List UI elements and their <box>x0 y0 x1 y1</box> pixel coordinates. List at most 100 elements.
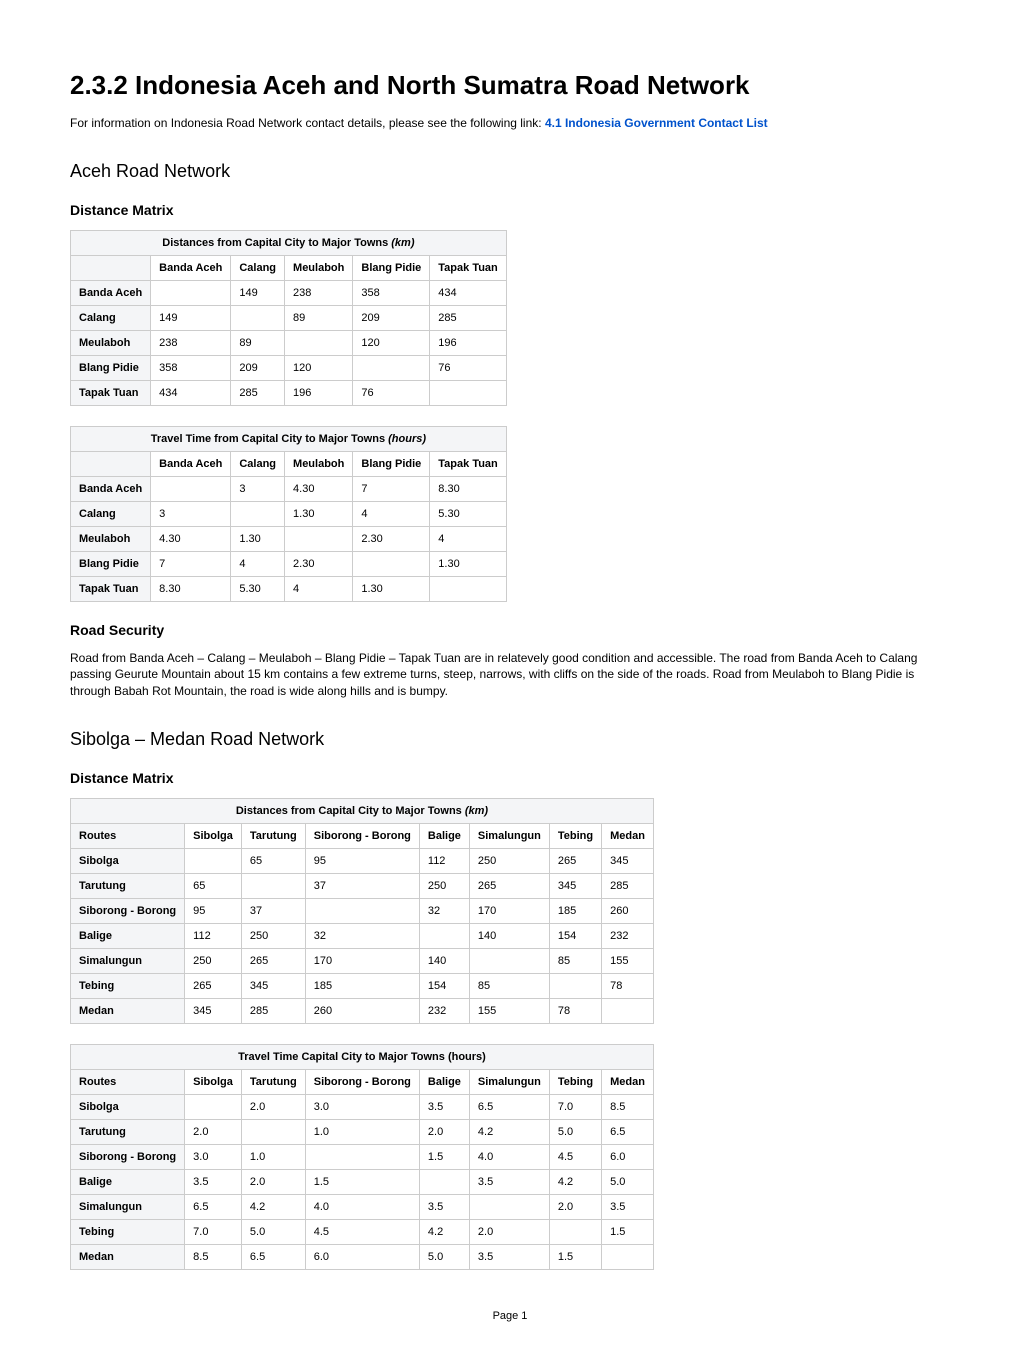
table-row: Tapak Tuan43428519676 <box>71 381 507 406</box>
row-header: Blang Pidie <box>71 356 151 381</box>
cell: 358 <box>151 356 231 381</box>
cell: 89 <box>231 331 285 356</box>
table-row: Siborong - Borong953732170185260 <box>71 898 654 923</box>
contact-list-link[interactable]: 4.1 Indonesia Government Contact List <box>545 116 768 130</box>
row-header: Sibolga <box>71 848 185 873</box>
road-security-heading: Road Security <box>70 622 950 638</box>
cell: 3.5 <box>469 1169 549 1194</box>
aceh-heading: Aceh Road Network <box>70 161 950 182</box>
table-row: Tarutung2.01.02.04.25.06.5 <box>71 1119 654 1144</box>
cell: 238 <box>151 331 231 356</box>
table-caption: Travel Time Capital City to Major Towns … <box>71 1044 654 1069</box>
cell: 3 <box>231 477 285 502</box>
sibolga-distance-matrix-heading: Distance Matrix <box>70 770 950 786</box>
cell <box>305 1144 419 1169</box>
table-row: Tebing2653451851548578 <box>71 973 654 998</box>
cell: 7 <box>151 552 231 577</box>
row-header: Balige <box>71 1169 185 1194</box>
cell: 250 <box>185 948 242 973</box>
cell: 5.30 <box>430 502 507 527</box>
cell <box>151 281 231 306</box>
cell: 4.0 <box>469 1144 549 1169</box>
table-row: Simalungun25026517014085155 <box>71 948 654 973</box>
cell: 155 <box>469 998 549 1023</box>
cell: 2.0 <box>419 1119 469 1144</box>
row-header: Tapak Tuan <box>71 381 151 406</box>
cell: 196 <box>430 331 507 356</box>
row-header: Meulaboh <box>71 331 151 356</box>
cell: 250 <box>241 923 305 948</box>
col-header: Tapak Tuan <box>430 256 507 281</box>
cell: 32 <box>305 923 419 948</box>
cell: 232 <box>602 923 654 948</box>
col-header: Calang <box>231 256 285 281</box>
col-header: Sibolga <box>185 1069 242 1094</box>
page-title: 2.3.2 Indonesia Aceh and North Sumatra R… <box>70 70 950 101</box>
cell: 4.30 <box>151 527 231 552</box>
cell: 1.5 <box>305 1169 419 1194</box>
table-row: Balige11225032140154232 <box>71 923 654 948</box>
table-row: Meulaboh4.301.302.304 <box>71 527 507 552</box>
cell: 120 <box>285 356 353 381</box>
cell: 345 <box>185 998 242 1023</box>
cell <box>419 1169 469 1194</box>
table-row: Tebing7.05.04.54.22.01.5 <box>71 1219 654 1244</box>
row-header: Tebing <box>71 1219 185 1244</box>
cell: 6.5 <box>185 1194 242 1219</box>
corner-cell <box>71 256 151 281</box>
cell: 260 <box>305 998 419 1023</box>
col-header: Medan <box>602 1069 654 1094</box>
row-header: Tapak Tuan <box>71 577 151 602</box>
sibolga-traveltime-table: Travel Time Capital City to Major Towns … <box>70 1044 654 1270</box>
cell: 4.5 <box>305 1219 419 1244</box>
cell <box>419 923 469 948</box>
cell: 154 <box>549 923 601 948</box>
cell: 285 <box>241 998 305 1023</box>
cell: 1.5 <box>419 1144 469 1169</box>
row-header: Banda Aceh <box>71 281 151 306</box>
cell: 4 <box>353 502 430 527</box>
sibolga-distance-table: Distances from Capital City to Major Tow… <box>70 798 654 1024</box>
row-header: Sibolga <box>71 1094 185 1119</box>
aceh-distance-table: Distances from Capital City to Major Tow… <box>70 230 507 406</box>
intro-paragraph: For information on Indonesia Road Networ… <box>70 115 950 131</box>
row-header: Tarutung <box>71 873 185 898</box>
cell: 345 <box>549 873 601 898</box>
row-header: Siborong - Borong <box>71 1144 185 1169</box>
row-header: Simalungun <box>71 948 185 973</box>
cell: 8.30 <box>151 577 231 602</box>
cell: 1.5 <box>602 1219 654 1244</box>
col-header: Calang <box>231 452 285 477</box>
cell: 149 <box>151 306 231 331</box>
cell: 7.0 <box>185 1219 242 1244</box>
aceh-traveltime-table: Travel Time from Capital City to Major T… <box>70 426 507 602</box>
cell <box>151 477 231 502</box>
cell: 5.0 <box>602 1169 654 1194</box>
cell: 3.5 <box>419 1194 469 1219</box>
cell: 5.0 <box>549 1119 601 1144</box>
cell: 65 <box>185 873 242 898</box>
table-row: Simalungun6.54.24.03.52.03.5 <box>71 1194 654 1219</box>
cell: 434 <box>151 381 231 406</box>
cell: 1.0 <box>305 1119 419 1144</box>
cell: 345 <box>241 973 305 998</box>
col-header: Simalungun <box>469 823 549 848</box>
col-header: Tarutung <box>241 823 305 848</box>
table-row: Medan34528526023215578 <box>71 998 654 1023</box>
cell: 170 <box>305 948 419 973</box>
cell <box>430 577 507 602</box>
cell: 2.0 <box>241 1094 305 1119</box>
cell <box>241 873 305 898</box>
cell: 7.0 <box>549 1094 601 1119</box>
col-header: Tapak Tuan <box>430 452 507 477</box>
cell: 434 <box>430 281 507 306</box>
cell: 2.30 <box>285 552 353 577</box>
cell: 37 <box>305 873 419 898</box>
cell: 358 <box>353 281 430 306</box>
cell <box>469 948 549 973</box>
cell: 285 <box>231 381 285 406</box>
cell: 185 <box>549 898 601 923</box>
cell: 76 <box>430 356 507 381</box>
cell: 4.0 <box>305 1194 419 1219</box>
cell: 265 <box>549 848 601 873</box>
